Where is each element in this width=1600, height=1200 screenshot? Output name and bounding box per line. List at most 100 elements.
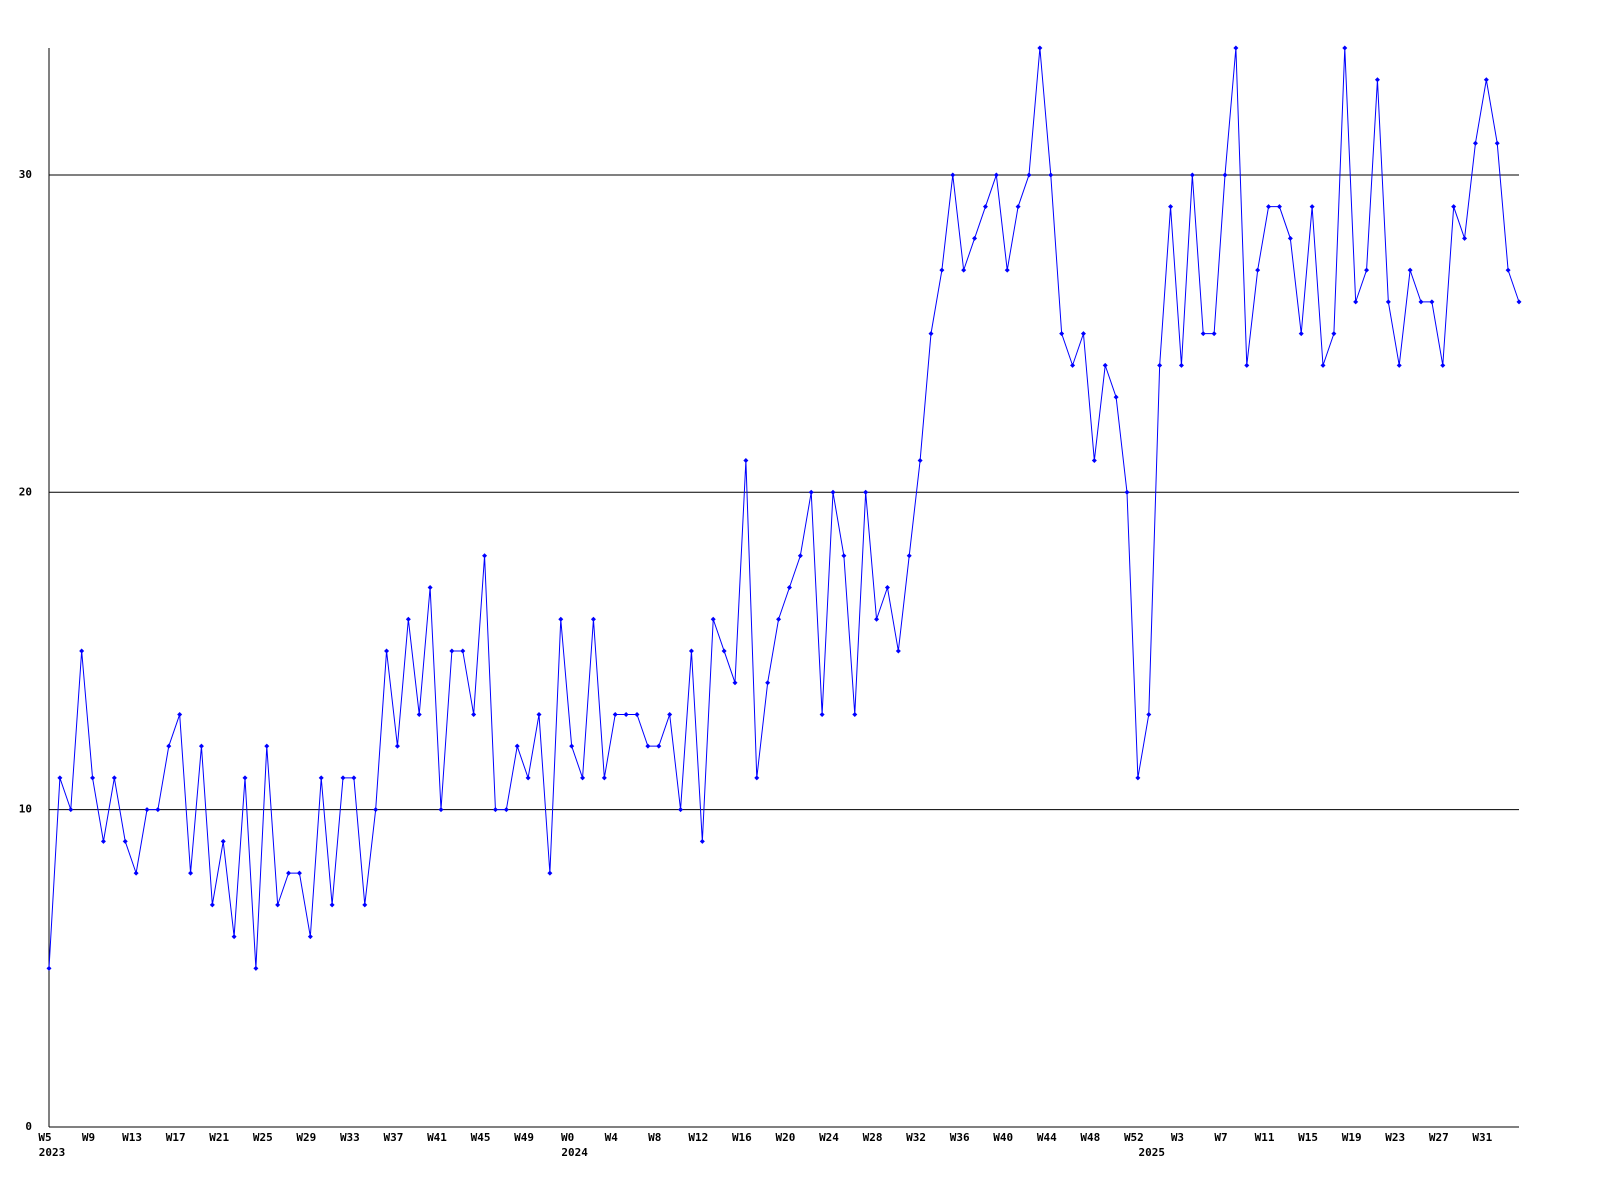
data-point [362,902,368,908]
data-point [743,458,749,464]
x-tick-label: W49 [514,1131,534,1144]
data-line [48,47,1520,969]
x-tick-label: W17 [166,1131,186,1144]
data-point [198,743,204,749]
data-point [275,902,281,908]
data-point [721,648,727,654]
data-point [177,711,183,717]
data-point [1276,204,1282,210]
data-point [1396,362,1402,368]
data-point [765,680,771,686]
data-point [950,172,956,178]
x-tick-label: W44 [1037,1131,1057,1144]
x-tick-label: W15 [1298,1131,1318,1144]
data-point [286,870,292,876]
data-point [1135,775,1141,781]
data-point [1320,362,1326,368]
data-point [612,711,618,717]
data-point [1026,172,1032,178]
x-tick-label: W8 [648,1131,661,1144]
data-point [1102,362,1108,368]
data-point [917,458,923,464]
data-point [1440,362,1446,368]
data-point [231,934,237,940]
data-point [122,838,128,844]
data-point [220,838,226,844]
data-point [939,267,945,273]
x-tick-label: W0 [561,1131,574,1144]
data-point [623,711,629,717]
data-point [449,648,455,654]
data-point [1004,267,1010,273]
data-point [1211,331,1217,337]
data-point [590,616,596,622]
data-point [1385,299,1391,305]
data-point [1124,489,1130,495]
data-point [416,711,422,717]
x-tick-label: W32 [906,1131,926,1144]
data-point [1255,267,1261,273]
data-point [1429,299,1435,305]
x-tick-label: W19 [1342,1131,1362,1144]
data-point [1244,362,1250,368]
data-point [1342,45,1348,51]
data-point [1374,77,1380,83]
data-point [754,775,760,781]
data-point [558,616,564,622]
data-point [1178,362,1184,368]
data-point [1418,299,1424,305]
data-point [776,616,782,622]
data-point [1059,331,1065,337]
data-point [841,553,847,559]
data-point [710,616,716,622]
data-point [1048,172,1054,178]
data-point [514,743,520,749]
data-point [1309,204,1315,210]
data-point [264,743,270,749]
x-year-label: 2024 [561,1146,588,1159]
x-tick-label: W4 [605,1131,619,1144]
data-point [144,807,150,813]
x-tick-label: W33 [340,1131,360,1144]
data-point [296,870,302,876]
data-point [384,648,390,654]
data-point [1287,235,1293,241]
data-point [482,553,488,559]
data-point [373,807,379,813]
data-point [732,680,738,686]
data-point [318,775,324,781]
data-point [351,775,357,781]
data-point [601,775,607,781]
data-point [797,553,803,559]
data-point [133,870,139,876]
data-point [1070,362,1076,368]
data-point [1451,204,1457,210]
data-point [634,711,640,717]
data-point [1091,458,1097,464]
data-point [1331,331,1337,337]
data-point [79,648,85,654]
x-tick-label: W36 [950,1131,970,1144]
data-point [1200,331,1206,337]
data-point [394,743,400,749]
data-point [1015,204,1021,210]
data-point [895,648,901,654]
y-tick-label: 0 [25,1120,32,1133]
data-point [68,807,74,813]
data-point [1233,45,1239,51]
data-point [1222,172,1228,178]
data-point [645,743,651,749]
data-point [1364,267,1370,273]
data-point [972,235,978,241]
x-tick-label: W7 [1214,1131,1227,1144]
data-point [1146,711,1152,717]
x-tick-label: W21 [209,1131,229,1144]
data-point [1516,299,1522,305]
data-point [852,711,858,717]
x-tick-label: W31 [1472,1131,1492,1144]
data-point [863,489,869,495]
data-point [1407,267,1413,273]
data-point [1494,140,1500,146]
data-point [492,807,498,813]
